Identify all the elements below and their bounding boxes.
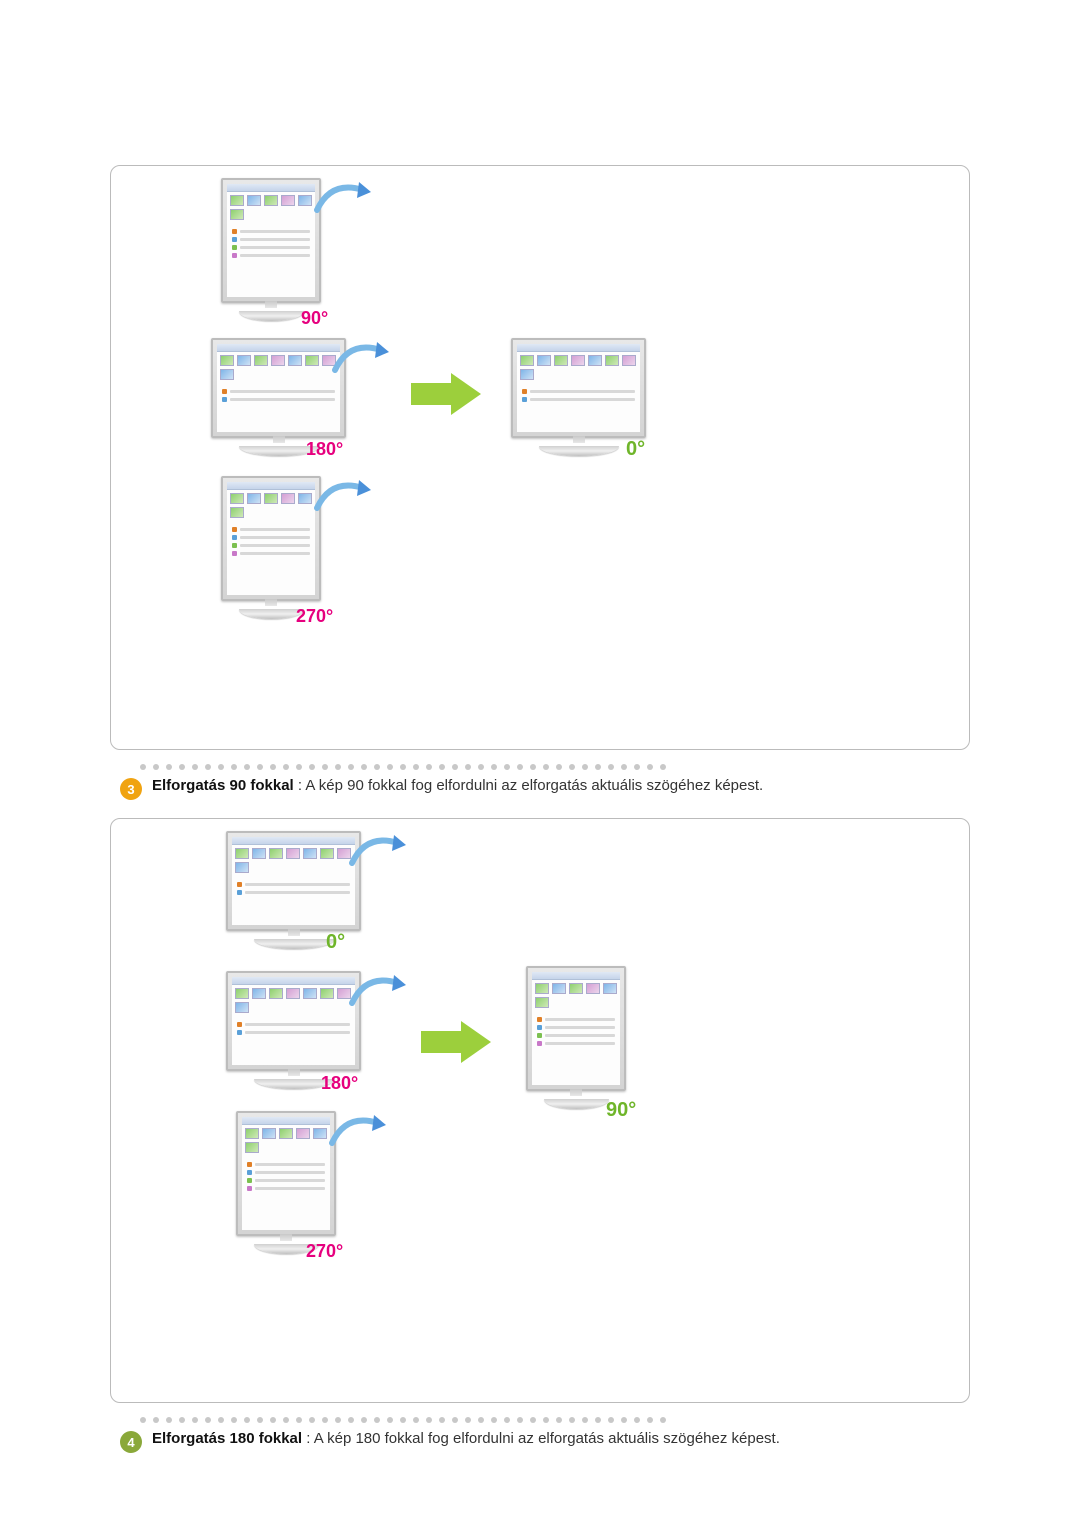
caption-rest: : A kép 90 fokkal fog elfordulni az elfo… (294, 777, 763, 794)
caption-bold: Elforgatás 180 fokkal (152, 1430, 302, 1447)
figure-canvas: 0° (131, 831, 949, 1384)
caption-text: Elforgatás 180 fokkal : A kép 180 fokkal… (152, 1429, 780, 1449)
angle-label-0: 0° (626, 438, 645, 461)
caption-bold: Elforgatás 90 fokkal (152, 777, 294, 794)
caption-rest: : A kép 180 fokkal fog elfordulni az elf… (302, 1430, 780, 1447)
figure-canvas: 90° (131, 178, 949, 731)
monitor-180-b (226, 971, 361, 1089)
figure-rotate-180: 0° (110, 818, 970, 1403)
caption-text: Elforgatás 90 fokkal : A kép 90 fokkal f… (152, 776, 763, 796)
angle-label-0-b: 0° (326, 931, 345, 954)
rotation-arrow-icon (311, 476, 375, 516)
monitor-270-b (236, 1111, 336, 1254)
caption-rotate-90: 3 Elforgatás 90 fokkal : A kép 90 fokkal… (120, 776, 970, 800)
angle-label-180: 180° (306, 439, 343, 460)
step-badge-4: 4 (120, 1431, 142, 1453)
angle-label-90-b: 90° (606, 1099, 636, 1122)
rotation-arrow-icon (326, 1111, 390, 1151)
rotation-arrow-icon (346, 971, 410, 1011)
angle-label-270-b: 270° (306, 1241, 343, 1262)
figure-rotate-90: 90° (110, 165, 970, 750)
transform-arrow-icon (411, 373, 481, 415)
caption-rotate-180: 4 Elforgatás 180 fokkal : A kép 180 fokk… (120, 1429, 970, 1453)
monitor-90 (221, 178, 321, 321)
dotted-separator (140, 1417, 970, 1423)
rotation-arrow-icon (311, 178, 375, 218)
angle-label-270: 270° (296, 606, 333, 627)
dotted-separator (140, 764, 970, 770)
monitor-270 (221, 476, 321, 619)
angle-label-180-b: 180° (321, 1073, 358, 1094)
transform-arrow-icon (421, 1021, 491, 1063)
monitor-90-b (526, 966, 626, 1109)
step-badge-3: 3 (120, 778, 142, 800)
angle-label-90: 90° (301, 308, 328, 329)
rotation-arrow-icon (329, 338, 393, 378)
rotation-arrow-icon (346, 831, 410, 871)
